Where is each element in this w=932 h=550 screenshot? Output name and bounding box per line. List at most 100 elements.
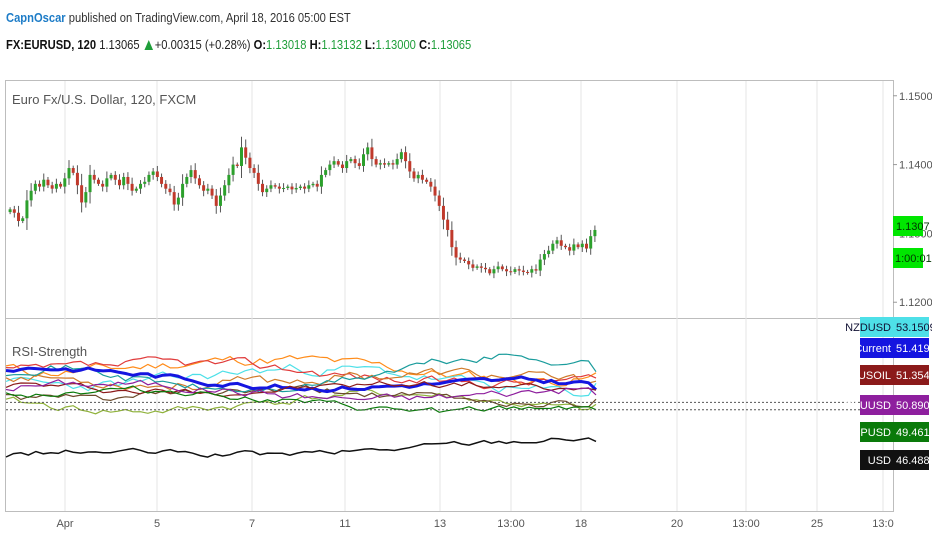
candle-body <box>206 188 210 191</box>
candle-body <box>185 176 189 184</box>
main-pane-frame <box>5 80 894 319</box>
rsi-series-value-tag <box>893 365 929 385</box>
candle-body <box>391 163 395 165</box>
candle-body <box>378 163 382 165</box>
candle-body <box>538 259 542 271</box>
candle-body <box>12 209 16 213</box>
rsi-legend-tags: NZDUSD 53.1509 Current 51.4195 USOIL 51.3545 X… <box>845 317 932 470</box>
price-tag-text: 1.1307 <box>896 221 930 233</box>
candle-body <box>168 188 172 193</box>
candle-body <box>8 209 12 213</box>
candle-body <box>399 152 403 160</box>
candle-body <box>189 170 193 177</box>
candle-body <box>88 174 92 193</box>
candle-body <box>467 260 471 265</box>
candle-body <box>593 229 597 237</box>
candle-body <box>38 183 42 187</box>
candle-body <box>139 183 143 189</box>
candle-body <box>534 269 538 271</box>
candle-body <box>92 174 96 180</box>
rsi-series-value-tag <box>893 422 929 442</box>
candle-body <box>294 187 298 190</box>
candle-body <box>235 164 239 166</box>
candle-body <box>176 197 180 205</box>
candle-body <box>496 266 500 270</box>
time-axis-label: 13:0 <box>872 518 893 530</box>
candle-body <box>484 267 488 270</box>
open-value: 1.13018 <box>266 37 307 52</box>
candle-body <box>551 243 555 251</box>
author-link[interactable]: CapnOscar <box>6 10 66 25</box>
candle-body <box>324 170 328 175</box>
candle-body <box>416 174 420 179</box>
candle-body <box>227 174 231 186</box>
published-text: published on TradingView.com, April 18, … <box>68 10 351 25</box>
rsi-series-name: XAUUSD <box>845 400 891 412</box>
candle-body <box>214 195 218 206</box>
open-label: O: <box>253 37 267 52</box>
candle-body <box>374 159 378 165</box>
candle-body <box>252 168 256 173</box>
time-axis: Apr 5 7 11 13 13:00 18 20 13:00 25 13:0 <box>56 518 893 530</box>
rsi-line <box>5 384 597 408</box>
candle-body <box>429 181 433 187</box>
time-axis-label: Apr <box>56 518 73 530</box>
candle-body <box>530 269 534 273</box>
candle-body <box>307 185 311 189</box>
candle-body <box>408 161 412 172</box>
candle-body <box>277 186 281 189</box>
rsi-line <box>5 366 598 394</box>
candle-body <box>84 192 88 203</box>
candle-body <box>353 159 357 164</box>
candle-body <box>584 243 588 249</box>
candle-body <box>509 271 513 273</box>
rsi-series-value-tag <box>893 317 929 337</box>
rsi-series-name-tag <box>860 422 893 442</box>
candle-body <box>547 250 551 255</box>
candle-body <box>59 183 63 187</box>
candle-body <box>315 183 319 187</box>
time-axis-label: 7 <box>249 518 255 530</box>
candle-body <box>143 181 147 184</box>
candle-body <box>109 174 113 179</box>
candle-body <box>147 174 151 182</box>
candle-body <box>155 171 159 177</box>
candle-body <box>231 164 235 175</box>
candle-body <box>256 172 260 184</box>
candle-body <box>345 161 349 169</box>
candle-body <box>458 257 462 260</box>
rsi-series-name-tag <box>860 395 893 415</box>
candle-body <box>568 247 572 251</box>
candle-body <box>239 147 243 166</box>
candle-body <box>42 179 46 187</box>
candle-body <box>488 269 492 274</box>
rsi-series-value-tag <box>893 450 929 470</box>
high-label: H: <box>309 37 322 52</box>
candle-body <box>542 254 546 260</box>
candle-body <box>261 183 265 193</box>
candle-body <box>475 266 479 268</box>
candle-body <box>563 245 567 248</box>
candle-body <box>319 174 323 187</box>
candle-body <box>80 185 84 203</box>
candle-body <box>101 183 105 187</box>
grid-lines <box>64 81 884 511</box>
candle-body <box>454 247 458 258</box>
candle-body <box>244 147 248 158</box>
time-axis-label: 13:00 <box>497 518 525 530</box>
candle-body <box>113 174 117 180</box>
candle-body <box>340 164 344 169</box>
rsi-series-name-tag <box>860 338 893 358</box>
rsi-series-value: 51.4195 <box>896 343 932 355</box>
candle-body <box>580 243 584 248</box>
candle-body <box>134 188 138 191</box>
candle-body <box>526 271 530 273</box>
candle-body <box>404 152 408 162</box>
candle-body <box>181 183 185 198</box>
candle-body <box>172 192 176 205</box>
rsi-pane-title: RSI-Strength <box>12 344 87 359</box>
candle-body <box>513 269 517 272</box>
candle-body <box>33 183 37 191</box>
candle-body <box>576 244 580 248</box>
